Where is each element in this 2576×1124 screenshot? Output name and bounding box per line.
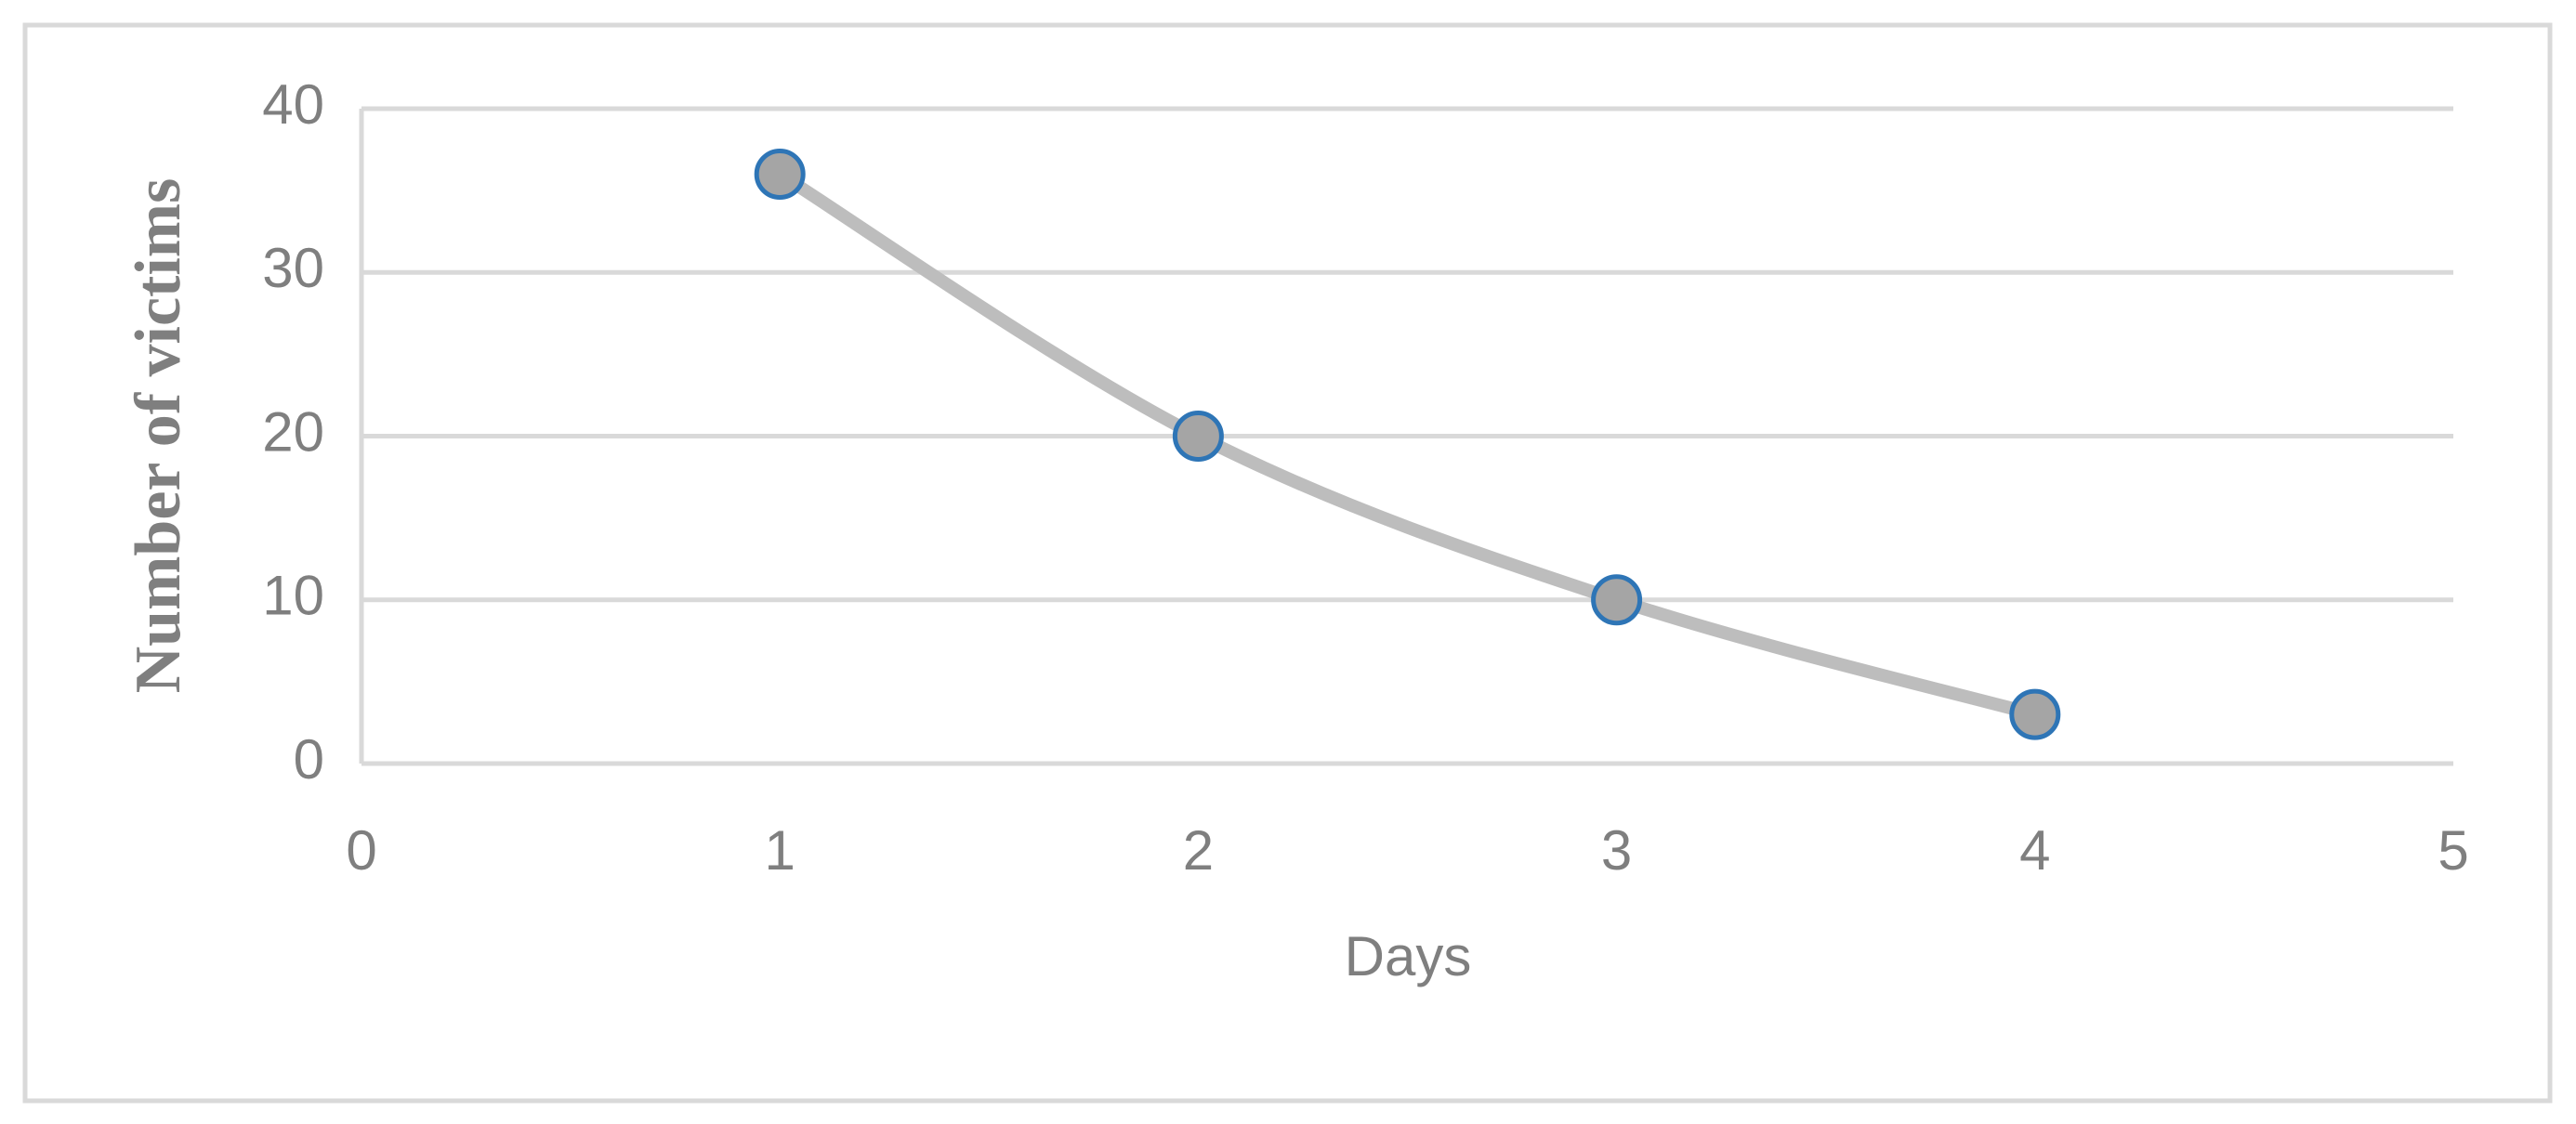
data-point (1172, 411, 1224, 462)
data-point (754, 149, 806, 200)
x-tick-label: 1 (765, 819, 795, 882)
data-point (1591, 574, 1643, 626)
x-tick-label: 0 (346, 819, 376, 882)
y-tick-label: 40 (262, 73, 324, 136)
x-axis-label: Days (1345, 925, 1472, 987)
data-point (2009, 688, 2061, 740)
y-tick-label: 30 (262, 237, 324, 299)
x-tick-label: 5 (2438, 819, 2468, 882)
y-tick-label: 20 (262, 400, 324, 463)
x-tick-label: 4 (2019, 819, 2050, 882)
x-tick-label: 3 (1601, 819, 1632, 882)
y-tick-label: 0 (294, 728, 324, 791)
y-axis-label: Number of victims (123, 178, 194, 694)
data-line (773, 167, 2042, 722)
chart-border (22, 22, 2553, 1104)
x-tick-label: 2 (1183, 819, 1214, 882)
y-tick-label: 10 (262, 565, 324, 627)
